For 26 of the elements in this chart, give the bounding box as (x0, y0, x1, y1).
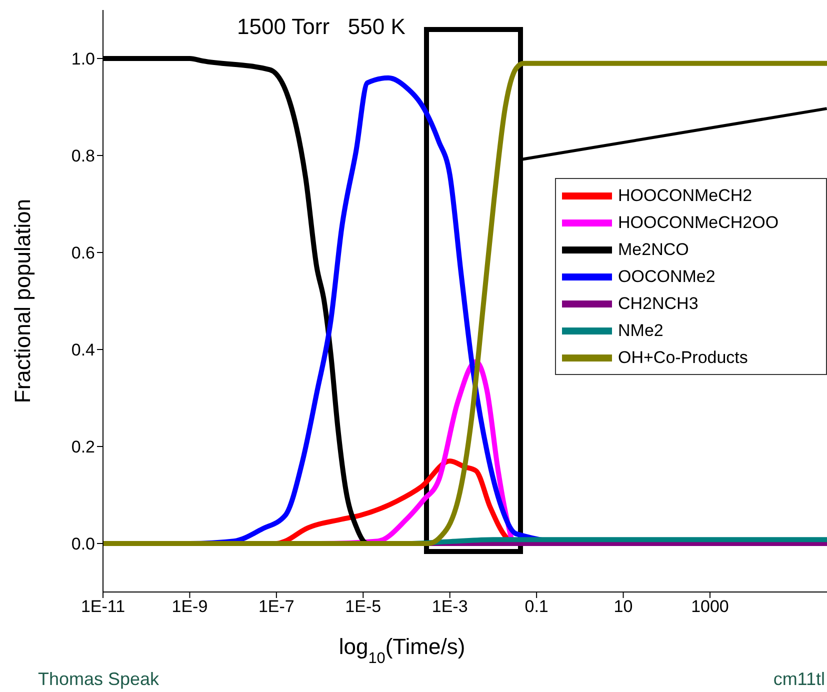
y-tick-label: 0.6 (71, 244, 95, 263)
x-tick-label: 1000 (691, 597, 729, 616)
legend-label: OOCONMe2 (618, 266, 716, 286)
legend-label: NMe2 (618, 320, 664, 340)
x-tick-label: 0.1 (524, 597, 548, 616)
x-axis-title: log$_{10}$(Time/s) (338, 634, 466, 666)
x-tick-label: 1E-3 (432, 597, 468, 616)
y-tick-label: 1.0 (71, 50, 95, 69)
text: Thomas Speak (38, 669, 160, 690)
legend-label: OH+Co-Products (618, 348, 748, 368)
y-tick-label: 0.0 (71, 534, 95, 554)
legend-label: HOOCONMeCH2OO (618, 212, 779, 232)
legend-label: HOOCONMeCH2 (618, 186, 752, 206)
x-tick-label: 1E-11 (80, 597, 126, 616)
x-tick-label: 10 (614, 597, 633, 616)
x-tick-label: 1E-9 (172, 597, 208, 616)
y-tick-label: 0.2 (71, 438, 95, 457)
y-tick-label: 0.4 (71, 340, 95, 360)
text: cm11tl (773, 669, 825, 690)
y-tick-label: 0.8 (71, 146, 95, 166)
legend-label: CH2NCH3 (618, 294, 698, 314)
x-tick-label: 1E-7 (258, 597, 294, 616)
legend-label: Me2NCO (618, 240, 689, 260)
chart-title: 1500 Torr 550 K (237, 14, 406, 40)
y-axis-title: Fractional population (10, 198, 35, 404)
x-tick-label: 1E-5 (345, 597, 382, 616)
